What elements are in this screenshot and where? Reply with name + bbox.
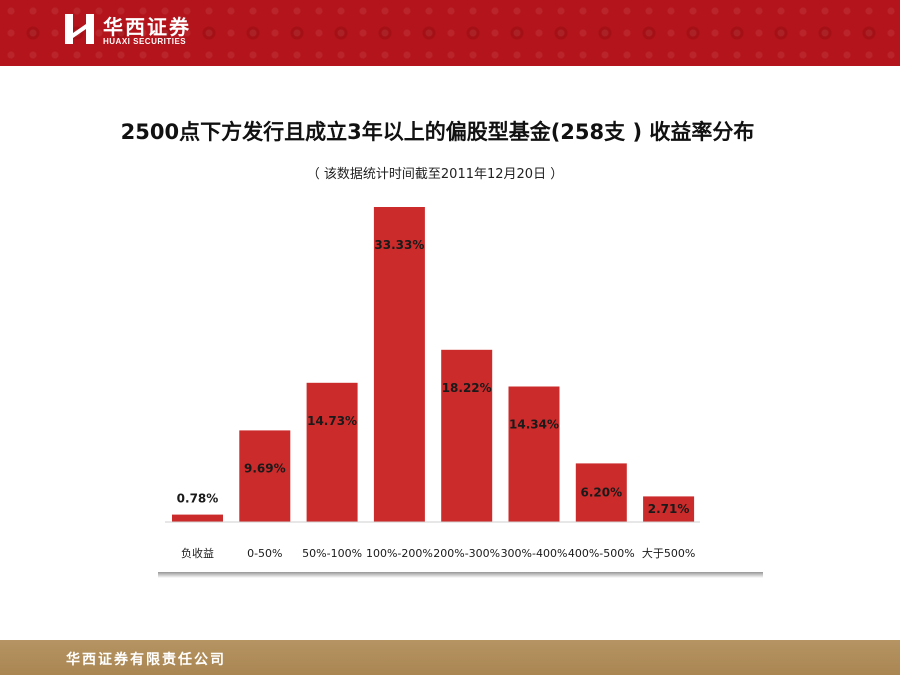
data-label-1: 0.78% — [177, 492, 219, 506]
bar-8 — [643, 496, 695, 522]
chart-bottom-shadow — [158, 572, 763, 578]
data-label-2: 9.69% — [244, 461, 286, 475]
x-tick-label-1: 负收益 — [181, 546, 214, 560]
footer-bar: 华西证券有限责任公司 — [0, 640, 900, 675]
data-label-7: 6.20% — [580, 486, 622, 500]
bars-group: 0.78% 9.69% 14.73% 33.33% 18.22% 14.34% 6.20% 2… — [172, 207, 695, 522]
x-tick-label-4: 100%-200% — [366, 547, 433, 560]
header-banner: 华西证券 HUAXI SECURITIES — [0, 0, 900, 66]
logo-english-name: HUAXI SECURITIES — [103, 37, 187, 46]
x-tick-label-7: 400%-500% — [568, 547, 635, 560]
x-tick-label-2: 0-50% — [247, 547, 282, 560]
bar-3 — [306, 382, 358, 522]
bar-5 — [441, 349, 493, 522]
bar-4 — [373, 207, 425, 522]
footer-company-name: 华西证券有限责任公司 — [66, 652, 226, 668]
data-label-5: 18.22% — [442, 381, 492, 395]
huaxi-logo-icon — [65, 14, 94, 44]
bar-7 — [575, 463, 627, 522]
data-label-8: 2.71% — [648, 502, 690, 516]
x-tick-labels-group: 负收益 0-50% 50%-100% 100%-200% 200%-300% 300%-4… — [181, 546, 695, 560]
data-label-3: 14.73% — [307, 414, 357, 428]
bar-6 — [508, 386, 560, 522]
data-label-4: 33.33% — [374, 238, 424, 252]
bar-1 — [172, 514, 223, 522]
x-tick-label-8: 大于500% — [642, 546, 695, 560]
x-tick-label-5: 200%-300% — [433, 547, 500, 560]
chart-subtitle: （ 该数据统计时间截至2011年12月20日 ） — [306, 167, 564, 182]
logo-chinese-name: 华西证券 — [103, 15, 191, 39]
chart-title: 2500点下方发行且成立3年以上的偏股型基金(258支 ) 收益率分布 — [120, 120, 755, 144]
x-tick-label-6: 300%-400% — [501, 547, 568, 560]
x-tick-label-3: 50%-100% — [302, 547, 362, 560]
bar-2 — [239, 430, 291, 522]
data-label-6: 14.34% — [509, 418, 559, 432]
